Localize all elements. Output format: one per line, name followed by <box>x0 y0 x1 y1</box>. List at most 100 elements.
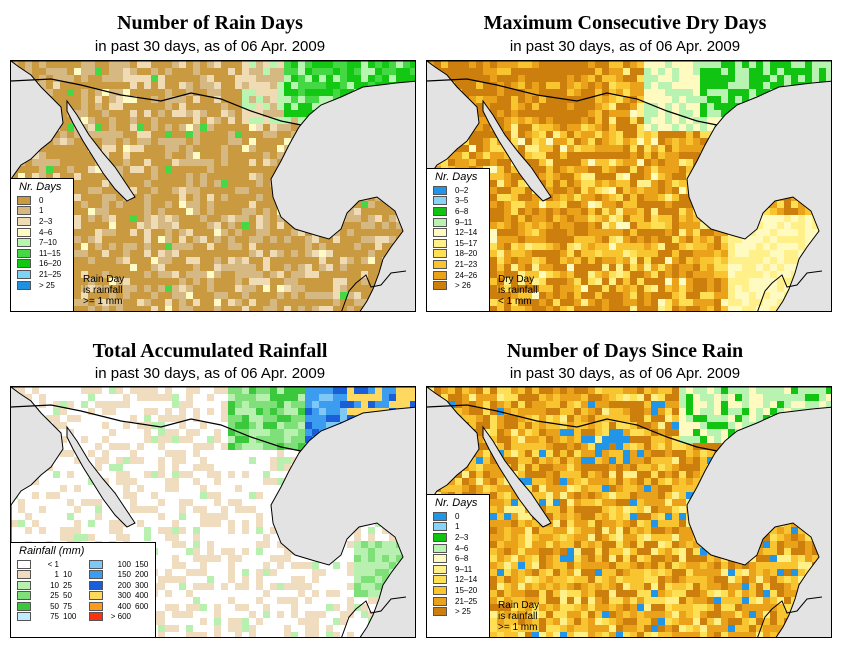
grid-cell <box>791 243 798 250</box>
grid-cell <box>88 306 95 311</box>
grid-cell <box>798 61 805 68</box>
grid-cell <box>504 131 511 138</box>
grid-cell <box>193 387 200 394</box>
grid-cell <box>511 103 518 110</box>
grid-cell <box>340 68 347 75</box>
grid-cell <box>242 464 249 471</box>
grid-cell <box>504 257 511 264</box>
grid-cell <box>637 166 644 173</box>
grid-cell <box>249 152 256 159</box>
grid-cell <box>144 401 151 408</box>
grid-cell <box>347 75 354 82</box>
grid-cell <box>574 117 581 124</box>
grid-cell <box>560 250 567 257</box>
grid-cell <box>137 124 144 131</box>
grid-cell <box>179 110 186 117</box>
grid-cell <box>214 138 221 145</box>
grid-cell <box>546 208 553 215</box>
grid-cell <box>679 68 686 75</box>
grid-cell <box>137 89 144 96</box>
grid-cell <box>354 61 361 68</box>
grid-cell <box>735 306 742 311</box>
legend-swatch <box>17 216 31 226</box>
grid-cell <box>214 152 221 159</box>
grid-cell <box>179 292 186 299</box>
grid-cell <box>263 464 270 471</box>
grid-cell <box>333 292 340 299</box>
grid-cell <box>102 464 109 471</box>
grid-cell <box>581 271 588 278</box>
grid-cell <box>193 306 200 311</box>
grid-cell <box>249 173 256 180</box>
grid-cell <box>686 285 693 292</box>
grid-cell <box>616 229 623 236</box>
grid-cell <box>207 222 214 229</box>
grid-cell <box>53 145 60 152</box>
grid-cell <box>686 278 693 285</box>
grid-cell <box>560 222 567 229</box>
grid-cell <box>532 96 539 103</box>
grid-cell <box>560 229 567 236</box>
grid-cell <box>511 257 518 264</box>
grid-cell <box>102 299 109 306</box>
grid-cell <box>249 250 256 257</box>
grid-cell <box>305 82 312 89</box>
grid-cell <box>123 222 130 229</box>
grid-cell <box>81 292 88 299</box>
grid-cell <box>200 306 207 311</box>
grid-cell <box>151 278 158 285</box>
grid-cell <box>333 68 340 75</box>
grid-cell <box>340 229 347 236</box>
grid-cell <box>651 285 658 292</box>
grid-cell <box>553 138 560 145</box>
grid-cell <box>679 89 686 96</box>
grid-cell <box>532 152 539 159</box>
grid-cell <box>679 152 686 159</box>
grid-cell <box>686 257 693 264</box>
grid-cell <box>200 422 207 429</box>
legend-row: 7–10 <box>17 237 73 248</box>
grid-cell <box>497 61 504 68</box>
grid-cell <box>651 222 658 229</box>
grid-cell <box>546 124 553 131</box>
grid-cell <box>207 229 214 236</box>
grid-cell <box>588 278 595 285</box>
grid-cell <box>88 131 95 138</box>
grid-cell <box>693 89 700 96</box>
grid-cell <box>497 215 504 222</box>
grid-cell <box>665 271 672 278</box>
grid-cell <box>658 61 665 68</box>
grid-cell <box>553 68 560 75</box>
grid-cell <box>256 299 263 306</box>
grid-cell <box>504 271 511 278</box>
grid-cell <box>32 166 39 173</box>
grid-cell <box>298 299 305 306</box>
grid-cell <box>595 180 602 187</box>
grid-cell <box>74 394 81 401</box>
grid-cell <box>130 264 137 271</box>
grid-cell <box>53 82 60 89</box>
grid-cell <box>665 236 672 243</box>
grid-cell <box>60 96 67 103</box>
grid-cell <box>144 457 151 464</box>
grid-cell <box>623 110 630 117</box>
grid-cell <box>476 124 483 131</box>
grid-cell <box>249 464 256 471</box>
grid-cell <box>693 292 700 299</box>
grid-cell <box>567 257 574 264</box>
grid-cell <box>249 436 256 443</box>
grid-cell <box>144 180 151 187</box>
grid-cell <box>242 208 249 215</box>
grid-cell <box>200 236 207 243</box>
guatemala-border <box>341 270 407 311</box>
grid-cell <box>123 152 130 159</box>
grid-cell <box>228 194 235 201</box>
grid-cell <box>340 394 347 401</box>
grid-cell <box>382 401 389 408</box>
grid-cell <box>574 306 581 311</box>
grid-cell <box>389 215 396 222</box>
grid-cell <box>403 68 410 75</box>
grid-cell <box>277 145 284 152</box>
map-dry-days <box>426 60 832 312</box>
grid-cell <box>116 271 123 278</box>
